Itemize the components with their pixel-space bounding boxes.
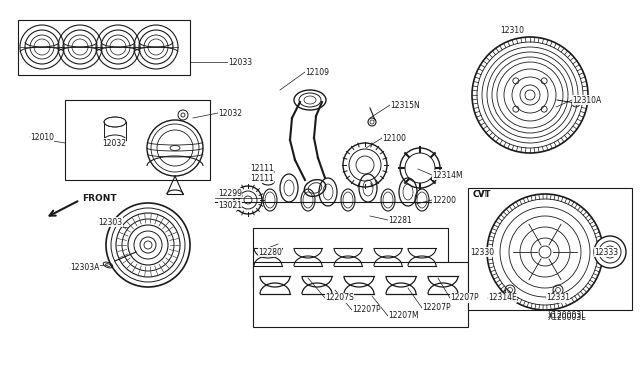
Text: 12333: 12333 <box>594 247 618 257</box>
Text: 12100: 12100 <box>382 134 406 142</box>
Text: X120003L: X120003L <box>548 314 586 323</box>
Text: 12314E: 12314E <box>488 294 516 302</box>
Bar <box>253 228 448 288</box>
Text: CVT: CVT <box>474 189 489 199</box>
Text: 12280: 12280 <box>258 247 282 257</box>
Circle shape <box>487 194 603 310</box>
Text: 13021: 13021 <box>218 201 242 209</box>
Text: 12207P: 12207P <box>450 294 479 302</box>
Circle shape <box>487 52 573 138</box>
Text: 12207P: 12207P <box>352 305 381 314</box>
Text: 12207P: 12207P <box>422 304 451 312</box>
Circle shape <box>106 203 190 287</box>
Circle shape <box>512 77 548 113</box>
Text: 12310A: 12310A <box>572 96 601 105</box>
Text: 12207S: 12207S <box>325 294 354 302</box>
Text: 12010: 12010 <box>30 132 54 141</box>
Text: 12207M: 12207M <box>388 311 419 321</box>
Text: 12200: 12200 <box>432 196 456 205</box>
Text: 12111: 12111 <box>250 173 274 183</box>
Circle shape <box>472 37 588 153</box>
Text: CVT: CVT <box>473 189 492 199</box>
Circle shape <box>482 47 578 143</box>
Text: 12299: 12299 <box>218 189 242 198</box>
Circle shape <box>477 42 583 148</box>
Circle shape <box>500 207 590 297</box>
Text: 12314M: 12314M <box>432 170 463 180</box>
Circle shape <box>520 227 570 277</box>
Circle shape <box>509 216 581 288</box>
Circle shape <box>492 199 598 305</box>
Text: FRONT: FRONT <box>82 193 116 202</box>
Circle shape <box>539 246 551 258</box>
Text: 12281: 12281 <box>388 215 412 224</box>
Text: 12330: 12330 <box>470 247 494 257</box>
Bar <box>468 188 632 310</box>
Text: 12331: 12331 <box>546 294 570 302</box>
Text: 12303A: 12303A <box>70 263 99 273</box>
Text: 12315N: 12315N <box>390 100 420 109</box>
Circle shape <box>531 238 559 266</box>
Text: 12310: 12310 <box>500 26 524 35</box>
Text: X120003L: X120003L <box>548 311 586 321</box>
Circle shape <box>492 57 568 133</box>
Circle shape <box>594 236 626 268</box>
Bar <box>253 262 468 327</box>
Circle shape <box>520 85 540 105</box>
Bar <box>18 20 190 75</box>
Text: 12033: 12033 <box>228 58 252 67</box>
Circle shape <box>504 69 556 121</box>
Text: 12303: 12303 <box>98 218 122 227</box>
Text: 12032: 12032 <box>218 109 242 118</box>
Text: 12109: 12109 <box>305 67 329 77</box>
Text: 12111: 12111 <box>250 164 274 173</box>
Circle shape <box>497 62 563 128</box>
Text: 12032: 12032 <box>102 138 126 148</box>
Bar <box>65 100 210 180</box>
Circle shape <box>525 90 535 100</box>
